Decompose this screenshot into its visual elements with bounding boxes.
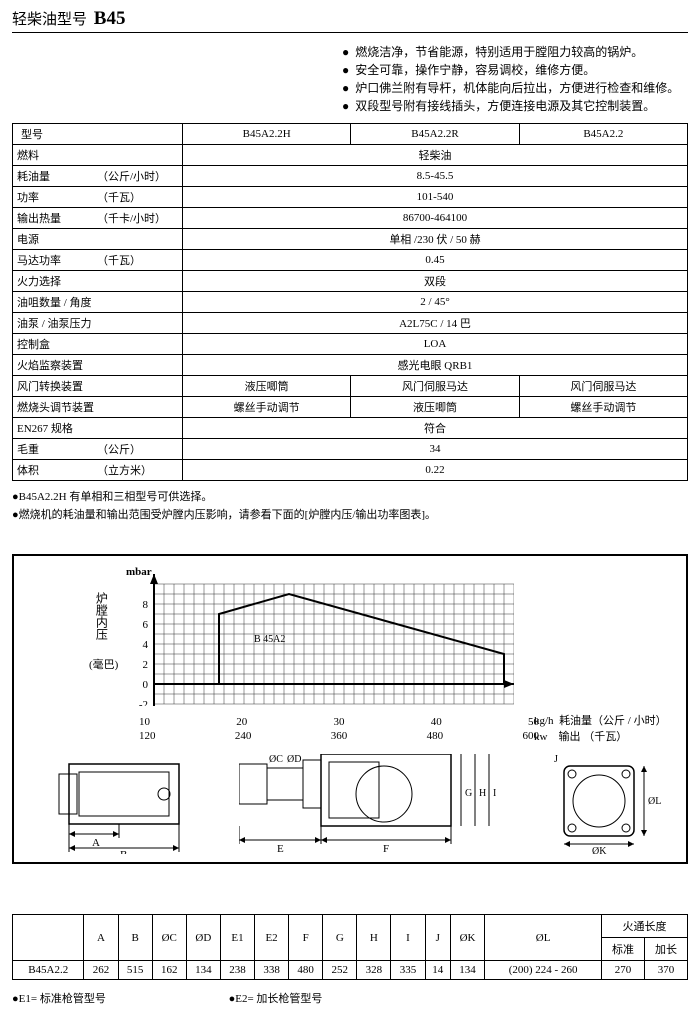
feature-item: 炉口佛兰附有导杆，机体能向后拉出，方便进行检查和维修。 <box>342 79 688 97</box>
svg-text:-2: -2 <box>139 699 148 706</box>
svg-text:F: F <box>383 843 389 854</box>
svg-text:H: H <box>479 788 486 799</box>
svg-text:2: 2 <box>143 659 149 671</box>
feature-item: 燃烧洁净，节省能源，特别适用于膛阻力较高的锅炉。 <box>342 43 688 61</box>
svg-text:0: 0 <box>143 679 149 691</box>
svg-text:6: 6 <box>143 619 149 631</box>
footnote-e2: ●E2= 加长枪管型号 <box>229 993 383 1005</box>
svg-text:8: 8 <box>143 599 149 611</box>
svg-text:J: J <box>554 754 558 765</box>
page-title: 轻柴油型号 B45 <box>12 8 688 33</box>
svg-text:ØC: ØC <box>269 754 283 765</box>
chart-x-units: kg/h 耗油量（公斤 / 小时） kw 输出 （千瓦） <box>534 714 667 745</box>
footnotes: ●E1= 标准枪管型号 ●E2= 加长枪管型号 <box>12 990 688 1006</box>
dimension-diagrams: A B ØC ØD E F G H I <box>24 754 684 854</box>
footnote-e1: ●E1= 标准枪管型号 <box>12 993 166 1005</box>
diagram-flange: J ØK ØL <box>544 754 674 854</box>
feature-list: 燃烧洁净，节省能源，特别适用于膛阻力较高的锅炉。 安全可靠，操作宁静，容易调校，… <box>342 43 688 115</box>
title-cn: 轻柴油型号 <box>12 12 87 28</box>
diagram-front: ØC ØD E F G H I <box>239 754 509 854</box>
notes: B45A2.2H 有单相和三相型号可供选择。 燃烧机的耗油量和输出范围受炉膛内压… <box>12 489 688 524</box>
spec-table: 型号B45A2.2HB45A2.2RB45A2.2燃料轻柴油耗油量（公斤/小时）… <box>12 123 688 481</box>
svg-text:ØD: ØD <box>287 754 301 765</box>
chart-and-diagram-box: mbar 炉膛内压 (毫巴) 86420-2 B 45A2 10 20 30 4… <box>12 554 688 864</box>
chart-series-label: B 45A2 <box>254 634 285 645</box>
svg-text:ØK: ØK <box>592 846 607 854</box>
diagram-side: A B <box>54 754 224 854</box>
chart-y-label: 炉膛内压 <box>94 592 108 640</box>
chart-x-ticks-top: 10 20 30 40 50 <box>139 716 539 728</box>
title-model: B45 <box>94 8 126 29</box>
chart-svg: 8 6 4 2 0 -2 <box>124 574 514 706</box>
svg-text:G: G <box>465 788 472 799</box>
svg-text:ØL: ØL <box>648 796 661 807</box>
chart-x-ticks-bot: 120 240 360 480 600 <box>139 730 539 742</box>
feature-item: 安全可靠，操作宁静，容易调校，维修方便。 <box>342 61 688 79</box>
chart-y-sublabel: (毫巴) <box>89 656 118 672</box>
svg-text:4: 4 <box>143 639 149 651</box>
svg-text:E: E <box>277 843 284 854</box>
svg-text:A: A <box>92 837 100 849</box>
dimension-table: ABØCØDE1E2FGHIJØKØL火通长度 标准加长 B45A2.22625… <box>12 914 688 980</box>
svg-text:I: I <box>493 788 496 799</box>
note-item: 燃烧机的耗油量和输出范围受炉膛内压影响，请参看下面的[炉膛内压/输出功率图表]。 <box>12 507 688 525</box>
note-item: B45A2.2H 有单相和三相型号可供选择。 <box>12 489 688 507</box>
feature-item: 双段型号附有接线插头，方便连接电源及其它控制装置。 <box>342 97 688 115</box>
svg-text:B: B <box>120 849 127 854</box>
